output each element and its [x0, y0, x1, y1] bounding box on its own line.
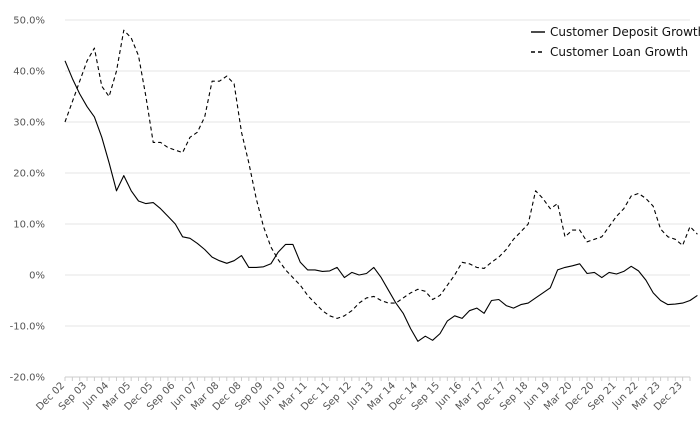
y-tick-label: 10.0% [13, 220, 45, 231]
legend-label: Customer Loan Growth [550, 45, 688, 59]
y-tick-label: 40.0% [13, 67, 45, 78]
y-tick-label: 50.0% [13, 16, 45, 27]
deposit-growth-line [64, 60, 698, 342]
legend-label: Customer Deposit Growth [550, 25, 700, 39]
gridlines [65, 19, 690, 378]
y-tick-label: 20.0% [13, 169, 45, 180]
y-tick-label: 0% [29, 271, 45, 282]
y-tick-label: -20.0% [10, 373, 45, 384]
y-axis-ticks: 50.0% 40.0% 30.0% 20.0% 10.0% 0% -10.0% -20.0% [10, 16, 45, 384]
legend: Customer Deposit Growth Customer Loan Gro… [531, 25, 700, 59]
y-tick-label: -10.0% [10, 322, 45, 333]
series-lines [64, 29, 698, 342]
y-tick-label: 30.0% [13, 118, 45, 129]
